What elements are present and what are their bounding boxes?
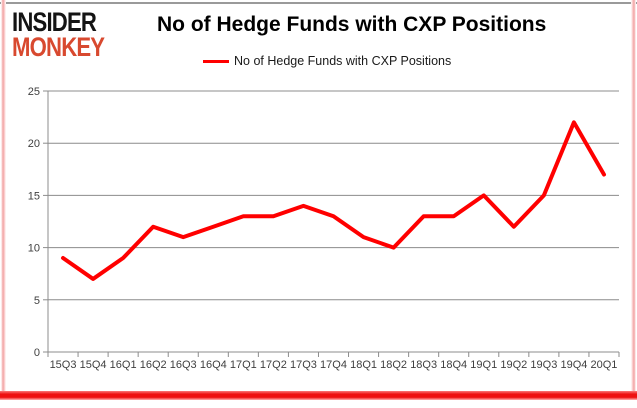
x-tick-label: 16Q1 [110, 359, 137, 371]
x-tick-label: 19Q2 [500, 359, 527, 371]
x-tick-label: 16Q3 [170, 359, 197, 371]
right-border [631, 0, 636, 398]
y-tick-label: 0 [34, 347, 40, 359]
logo-monkey-text: MONKEY [12, 31, 105, 62]
y-tick-label: 15 [28, 190, 40, 202]
data-line [61, 120, 606, 281]
x-tick-label: 17Q4 [320, 359, 347, 371]
insider-monkey-logo: INSIDER MONKEY [12, 7, 105, 62]
logo-insider-text: INSIDER [12, 7, 97, 37]
x-tick-label: 17Q1 [230, 359, 257, 371]
x-tick-label: 17Q3 [290, 359, 317, 371]
y-tick-label: 20 [28, 138, 40, 150]
top-border [0, 2, 637, 4]
x-tick-label: 16Q2 [140, 359, 167, 371]
legend-line-marker [203, 59, 229, 63]
x-tick-label: 15Q3 [50, 359, 77, 371]
x-tick-label: 19Q4 [560, 359, 587, 371]
x-tick-label: 17Q2 [260, 359, 287, 371]
x-tick-label: 16Q4 [200, 359, 227, 371]
bottom-red-bar [0, 391, 637, 400]
x-tick-label: 19Q3 [530, 359, 557, 371]
y-tick-label: 25 [28, 86, 40, 98]
y-tick-label: 5 [34, 295, 40, 307]
chart-legend: No of Hedge Funds with CXP Positions [203, 54, 451, 68]
legend-label: No of Hedge Funds with CXP Positions [234, 54, 452, 68]
chart-title: No of Hedge Funds with CXP Positions [157, 13, 547, 36]
left-border [1, 0, 6, 398]
x-tick-label: 20Q1 [591, 359, 618, 371]
x-tick-label: 15Q4 [80, 359, 107, 371]
x-tick-label: 19Q1 [470, 359, 497, 371]
x-tick-label: 18Q4 [440, 359, 467, 371]
y-tick-label: 10 [28, 243, 40, 255]
x-tick-label: 18Q3 [410, 359, 437, 371]
x-tick-label: 18Q2 [380, 359, 407, 371]
x-tick-label: 18Q1 [350, 359, 377, 371]
